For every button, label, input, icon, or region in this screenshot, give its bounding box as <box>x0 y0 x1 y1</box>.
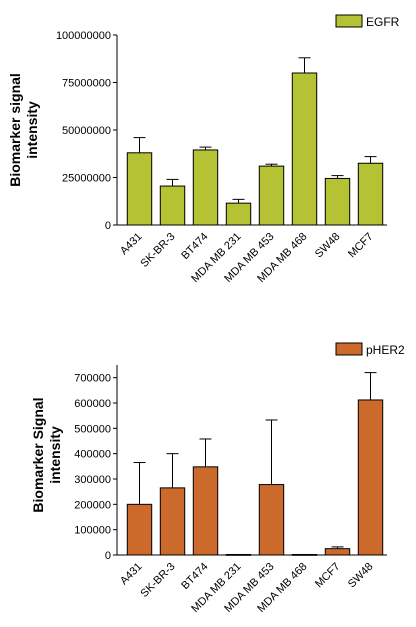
pher2-y-tick-label: 400000 <box>74 449 111 461</box>
pher2-bar <box>291 553 318 556</box>
egfr-category-label: A431 <box>118 231 145 258</box>
pher2-bar <box>324 548 351 556</box>
chart-pher2: pHER2 Biomarker Signal intensity 0 100000… <box>30 342 405 615</box>
egfr-bar <box>126 152 153 226</box>
egfr-y-axis-label-line-1: Biomarker signal <box>7 73 23 187</box>
pher2-y-tick-label: 600000 <box>74 398 111 410</box>
egfr-bars <box>126 72 384 226</box>
pher2-bar <box>357 399 384 556</box>
egfr-y-tick-label: 75000000 <box>62 78 111 90</box>
pher2-bar <box>159 487 186 556</box>
pher2-bar <box>258 484 285 556</box>
pher2-legend: pHER2 <box>335 342 405 357</box>
pher2-error-bars <box>133 372 377 549</box>
egfr-bar <box>258 165 285 226</box>
chart-egfr: EGFR Biomarker signal intensity 0 2500000… <box>7 14 400 285</box>
egfr-y-tick-label: 50000000 <box>62 125 111 137</box>
egfr-legend-label: EGFR <box>366 15 400 29</box>
pher2-category-label: BT474 <box>179 561 210 592</box>
pher2-bar <box>192 466 219 556</box>
egfr-y-tick-label: 100000000 <box>56 30 111 42</box>
pher2-bars <box>126 399 384 556</box>
pher2-y-tick-label: 0 <box>105 550 111 562</box>
egfr-category-label: SW48 <box>313 231 343 261</box>
pher2-category-label: MCF7 <box>313 561 343 591</box>
egfr-legend-swatch <box>335 14 363 28</box>
egfr-bar <box>324 177 351 226</box>
pher2-legend-label: pHER2 <box>366 343 405 357</box>
egfr-category-label: BT474 <box>179 231 210 262</box>
egfr-category-label: SK-BR-3 <box>138 231 177 270</box>
egfr-bar <box>159 185 186 226</box>
pher2-y-tick-label: 200000 <box>74 499 111 511</box>
pher2-category-label: SW48 <box>346 561 376 591</box>
pher2-category-label: A431 <box>118 561 145 588</box>
egfr-bar <box>192 149 219 226</box>
egfr-y-tick-label: 0 <box>105 220 111 232</box>
egfr-y-ticks: 0 25000000 50000000 75000000 100000000 <box>56 30 117 232</box>
egfr-error-bars <box>133 57 377 204</box>
pher2-y-tick-label: 100000 <box>74 525 111 537</box>
pher2-y-tick-label: 500000 <box>74 423 111 435</box>
pher2-legend-swatch <box>335 342 363 356</box>
egfr-bar <box>291 72 318 226</box>
egfr-legend: EGFR <box>335 14 400 29</box>
egfr-bar <box>357 162 384 226</box>
egfr-bar <box>225 202 252 226</box>
pher2-y-axis-label-line-2: intensity <box>47 426 63 484</box>
pher2-y-ticks: 0 100000 200000 300000 400000 500000 600000 700… <box>74 373 117 562</box>
pher2-bar <box>225 553 252 556</box>
pher2-y-tick-label: 700000 <box>74 373 111 385</box>
egfr-category-label: MCF7 <box>346 231 376 261</box>
pher2-bar <box>126 503 153 556</box>
egfr-y-tick-label: 25000000 <box>62 173 111 185</box>
pher2-y-axis-label-line-1: Biomarker Signal <box>30 397 46 512</box>
egfr-y-axis-label-line-2: intensity <box>24 101 40 159</box>
pher2-category-label: SK-BR-3 <box>138 561 177 600</box>
pher2-y-tick-label: 300000 <box>74 474 111 486</box>
